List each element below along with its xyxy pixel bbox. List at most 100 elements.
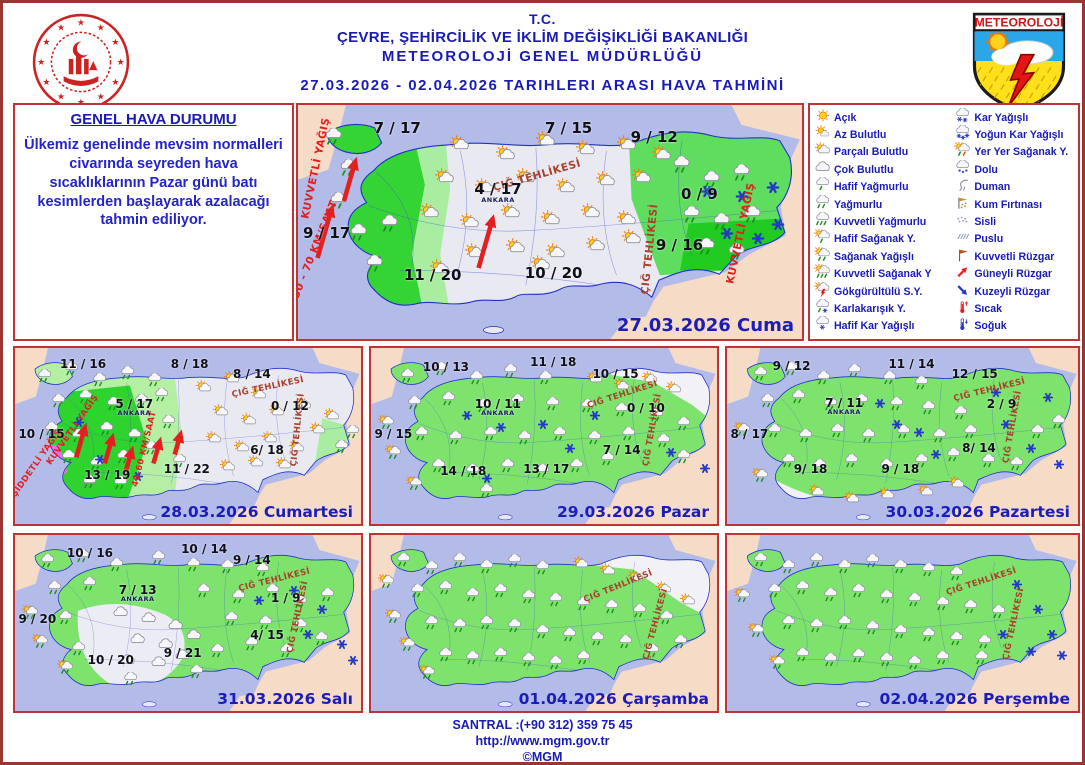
heavy-shower-icon bbox=[813, 263, 832, 284]
flake-icon bbox=[478, 471, 496, 486]
rain-icon bbox=[701, 169, 723, 190]
suncloud-icon bbox=[219, 459, 237, 474]
rain-icon bbox=[850, 583, 868, 599]
thunderstorm-icon bbox=[813, 280, 832, 302]
rain-icon bbox=[780, 452, 798, 469]
hot-icon bbox=[954, 299, 972, 319]
suncloud-icon bbox=[434, 168, 456, 187]
temperature-label: 7 / 11 ANKARA bbox=[825, 395, 864, 416]
suncloud-icon bbox=[288, 439, 306, 455]
rain-icon bbox=[544, 396, 562, 412]
rain-icon bbox=[920, 627, 938, 643]
suncloud-icon bbox=[429, 259, 451, 278]
temperature-label: 7 / 17 bbox=[373, 119, 421, 138]
rain-icon bbox=[808, 551, 826, 568]
rain-icon bbox=[39, 553, 57, 569]
suncloud-icon bbox=[878, 487, 896, 502]
flake-icon bbox=[1039, 390, 1057, 405]
rain-icon bbox=[878, 458, 896, 474]
suncloud-icon bbox=[917, 483, 935, 499]
flake-icon bbox=[1008, 577, 1026, 592]
rain-icon bbox=[534, 463, 552, 479]
legend-item: Puslu bbox=[954, 231, 1077, 248]
rain-icon bbox=[319, 587, 337, 603]
rain-icon bbox=[822, 652, 840, 668]
rain-icon bbox=[617, 634, 635, 650]
temperature-label: 1 / 9 bbox=[271, 591, 301, 606]
rain-icon bbox=[433, 361, 451, 377]
shower-icon bbox=[734, 586, 752, 603]
ministry-logo: ★ ★ ★ ★ ★ ★ ★ ★ ★ ★ ★ ★ bbox=[29, 11, 133, 113]
rain-icon bbox=[575, 595, 593, 612]
rain-icon bbox=[752, 551, 770, 568]
flake-icon bbox=[888, 417, 906, 432]
temperature-label: 8 / 14 bbox=[232, 367, 271, 382]
legend-item: Dolu bbox=[954, 159, 1077, 178]
rain-icon bbox=[675, 415, 693, 432]
temperature-label: 13 / 17 bbox=[523, 462, 570, 477]
legend-item: Gökgürültülü S.Y. bbox=[813, 280, 952, 302]
flake-icon bbox=[492, 420, 510, 435]
legend-item: Hafif Sağanak Y. bbox=[813, 228, 952, 248]
flake-icon bbox=[344, 653, 361, 668]
svg-text:METEOROLOJİ: METEOROLOJİ bbox=[975, 15, 1064, 30]
legend-item: Çok Bulutlu bbox=[814, 161, 952, 178]
flake-icon bbox=[747, 229, 769, 248]
cloud-icon bbox=[167, 618, 185, 633]
legend-item: Duman bbox=[954, 179, 1077, 196]
suncloud-icon bbox=[449, 135, 471, 154]
heavy-rain-icon bbox=[814, 211, 832, 232]
temperature-label: 10 / 20 bbox=[87, 652, 134, 667]
rain-icon bbox=[814, 193, 832, 215]
rain-icon bbox=[70, 641, 88, 657]
legend-item: Kuzeyli Rüzgar bbox=[954, 283, 1077, 300]
rain-icon bbox=[209, 643, 227, 659]
legend-label: Puslu bbox=[974, 233, 1004, 246]
rain-icon bbox=[843, 452, 861, 469]
flake-icon bbox=[1022, 644, 1040, 659]
rain-icon bbox=[60, 449, 78, 465]
suncloud-icon bbox=[616, 210, 638, 229]
rain-icon bbox=[895, 424, 913, 440]
legend-label: Çok Bulutlu bbox=[834, 163, 894, 176]
svg-text:★: ★ bbox=[117, 57, 125, 67]
rain-icon bbox=[171, 452, 189, 469]
rain-icon bbox=[81, 576, 99, 592]
footer-url[interactable]: http://www.mgm.gov.tr bbox=[475, 734, 610, 748]
header: T.C. ÇEVRE, ŞEHİRCİLİK VE İKLİM DEĞİŞİKL… bbox=[143, 11, 942, 94]
rain-icon bbox=[160, 414, 178, 430]
rain-icon bbox=[878, 652, 896, 668]
rain-icon bbox=[451, 551, 469, 568]
flake-icon bbox=[299, 627, 317, 642]
suncloud-icon bbox=[530, 255, 552, 274]
suncloud-icon bbox=[585, 236, 607, 255]
temperature-label: 4 / 17 ANKARA bbox=[474, 179, 522, 204]
map-date-label: 02.04.2026 Perşembe bbox=[879, 690, 1070, 708]
heavy-snow-icon bbox=[954, 124, 972, 145]
rain-icon bbox=[547, 655, 565, 671]
rain-icon bbox=[822, 587, 840, 603]
rain-icon bbox=[63, 361, 81, 377]
temperature-label: 8 / 17 bbox=[730, 427, 769, 442]
cloudy-icon bbox=[814, 160, 832, 180]
strong-wind-icon bbox=[954, 247, 972, 267]
suncloud-icon bbox=[641, 371, 659, 386]
flake-icon bbox=[1043, 627, 1061, 642]
rain-icon bbox=[766, 583, 784, 599]
suncloud-icon bbox=[323, 407, 341, 423]
rain-icon bbox=[671, 155, 693, 175]
legend-label: Sağanak Yağışlı bbox=[834, 250, 914, 263]
suncloud-icon bbox=[545, 243, 567, 262]
temperature-label: 10 / 20 bbox=[524, 264, 583, 283]
cloud-icon bbox=[112, 605, 130, 620]
forecast-map-sunday: ÇIĞ TEHLİKESİ ÇIĞ TEHLİKESİ 10 / 13 11 / 18… bbox=[369, 346, 719, 526]
rain-icon bbox=[516, 430, 534, 446]
legend-item: Kuvvetli Sağanak Y bbox=[813, 263, 952, 284]
rain-icon bbox=[105, 396, 123, 412]
suncloud-icon bbox=[233, 439, 251, 455]
suncloud-icon bbox=[459, 212, 481, 232]
suncloud-icon bbox=[621, 229, 643, 248]
rain-icon bbox=[794, 646, 812, 663]
rain-icon bbox=[945, 447, 963, 463]
